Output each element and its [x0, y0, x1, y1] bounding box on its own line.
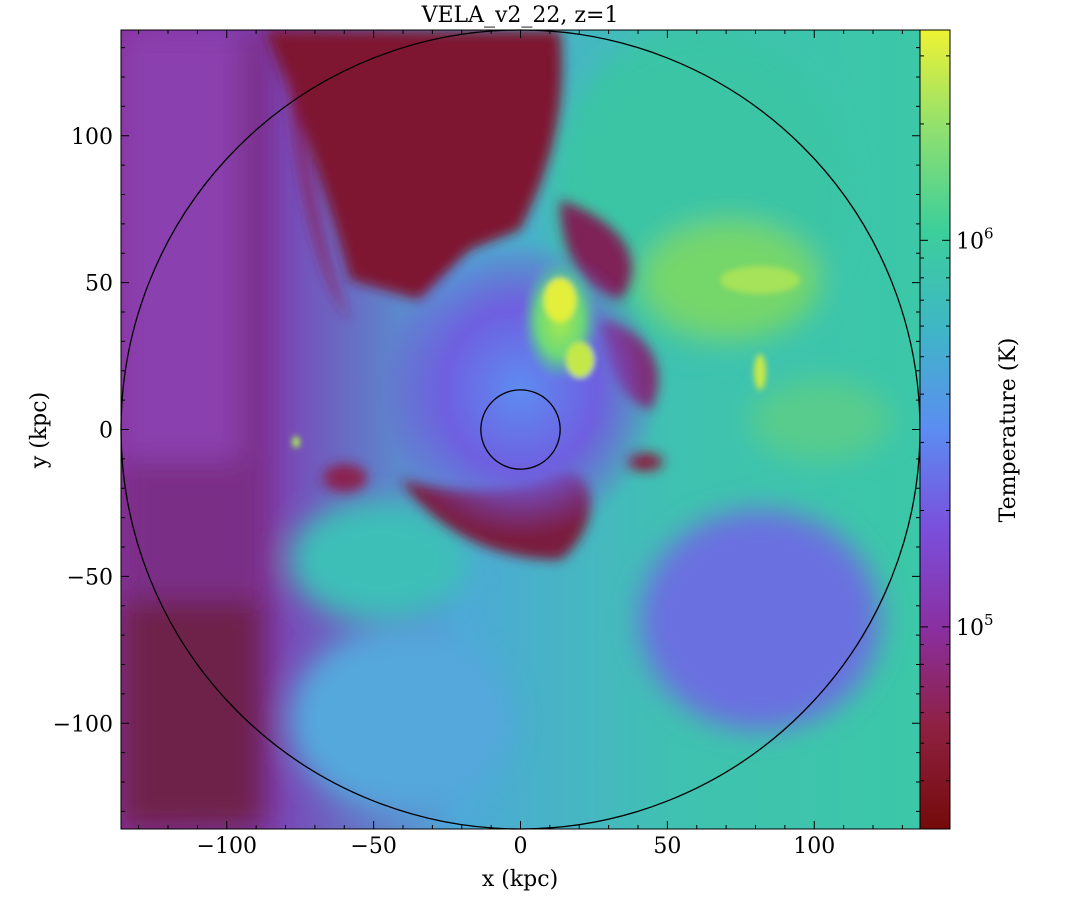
y-axis-title: y (kpc) — [27, 392, 52, 469]
x-tick-label: −50 — [350, 834, 396, 859]
temperature-map — [121, 30, 920, 829]
x-tick-label: 0 — [514, 834, 528, 859]
x-axis-title: x (kpc) — [482, 867, 558, 892]
x-tick-label: 100 — [793, 834, 835, 859]
x-axis: −100 −50 0 50 100 — [138, 30, 903, 859]
x-tick-label: −100 — [197, 834, 257, 859]
colorbar-tick-label: 105 — [956, 611, 994, 641]
y-tick-label: −100 — [53, 712, 113, 737]
colorbar-tick-label: 106 — [956, 224, 994, 254]
colorbar-tick-exponent: 5 — [984, 611, 994, 629]
x-tick-label: 50 — [653, 834, 681, 859]
colorbar-tick-exponent: 6 — [984, 224, 994, 242]
y-axis: 100 50 0 −50 −100 — [53, 47, 920, 812]
inner-radius-circle — [480, 389, 561, 470]
colorbar — [919, 29, 951, 830]
y-tick-label: −50 — [67, 565, 113, 590]
colorbar-label: Temperature (K) — [996, 338, 1021, 523]
chart-title: VELA_v2_22, z=1 — [421, 3, 619, 28]
y-tick-label: 50 — [85, 272, 113, 297]
colorbar-tick-base: 10 — [956, 229, 984, 254]
colorbar-tick-base: 10 — [956, 616, 984, 641]
y-tick-label: 100 — [71, 125, 113, 150]
y-tick-label: 0 — [99, 419, 113, 444]
